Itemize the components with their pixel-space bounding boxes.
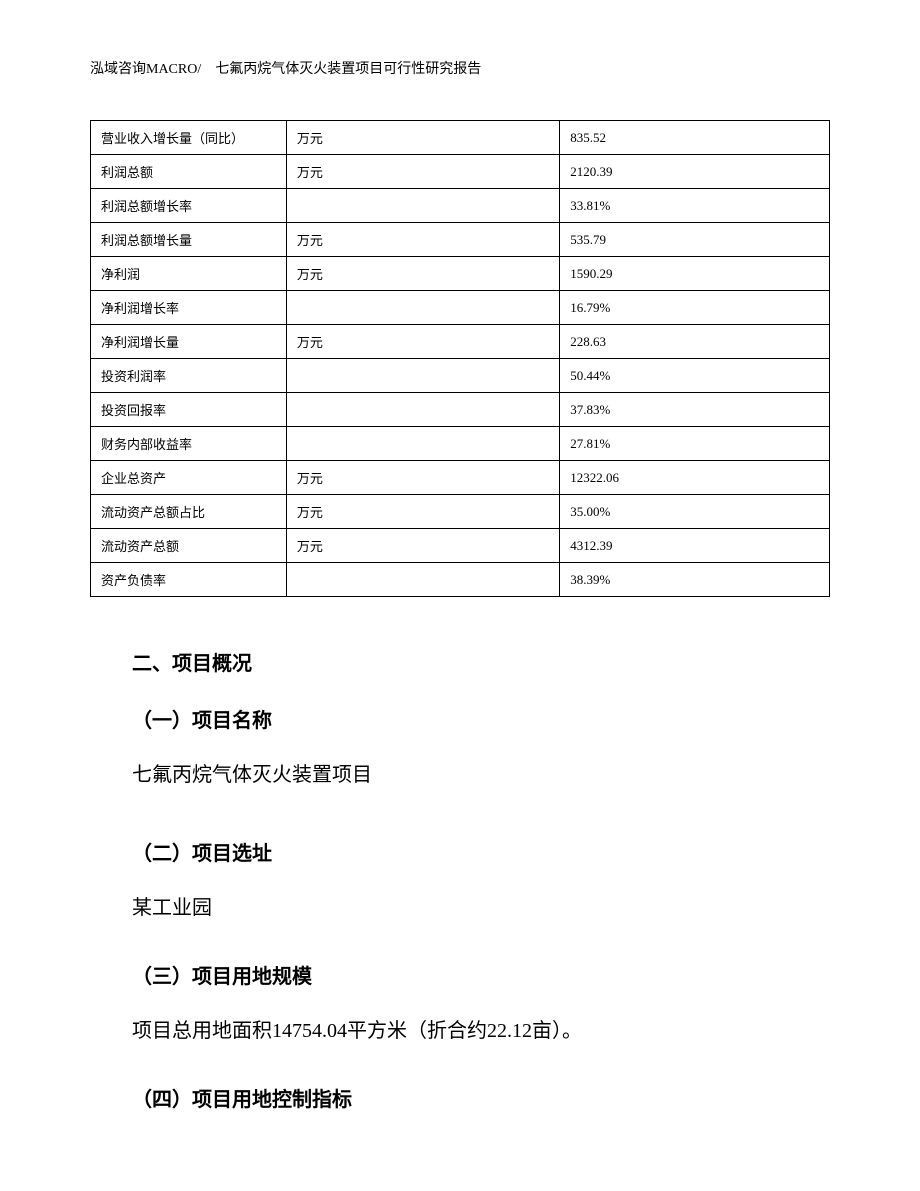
cell-value: 835.52 (560, 121, 830, 155)
section-4-heading: （四）项目用地控制指标 (132, 1083, 810, 1112)
cell-label: 利润总额增长量 (91, 223, 287, 257)
cell-label: 流动资产总额 (91, 529, 287, 563)
cell-unit: 万元 (286, 223, 559, 257)
cell-value: 12322.06 (560, 461, 830, 495)
cell-value: 535.79 (560, 223, 830, 257)
table-row: 资产负债率 38.39% (91, 563, 830, 597)
table-row: 流动资产总额万元4312.39 (91, 529, 830, 563)
table-row: 利润总额增长量万元535.79 (91, 223, 830, 257)
cell-unit: 万元 (286, 121, 559, 155)
cell-value: 38.39% (560, 563, 830, 597)
cell-value: 228.63 (560, 325, 830, 359)
table-row: 净利润增长量万元228.63 (91, 325, 830, 359)
cell-label: 企业总资产 (91, 461, 287, 495)
cell-label: 投资利润率 (91, 359, 287, 393)
cell-unit: 万元 (286, 529, 559, 563)
section-2-heading: （二）项目选址 (132, 837, 810, 866)
section-main-heading: 二、项目概况 (132, 647, 810, 676)
cell-label: 流动资产总额占比 (91, 495, 287, 529)
financial-table: 营业收入增长量（同比）万元835.52利润总额万元2120.39利润总额增长率3… (90, 120, 830, 597)
table-row: 投资回报率 37.83% (91, 393, 830, 427)
table-row: 净利润增长率 16.79% (91, 291, 830, 325)
header-org: 泓域咨询MACRO/ (90, 62, 201, 77)
section-3-body: 项目总用地面积14754.04平方米（折合约22.12亩）。 (132, 1013, 810, 1049)
table-row: 企业总资产万元12322.06 (91, 461, 830, 495)
cell-value: 50.44% (560, 359, 830, 393)
table-row: 财务内部收益率 27.81% (91, 427, 830, 461)
cell-label: 利润总额 (91, 155, 287, 189)
cell-unit: 万元 (286, 495, 559, 529)
table-row: 流动资产总额占比万元35.00% (91, 495, 830, 529)
cell-value: 37.83% (560, 393, 830, 427)
cell-label: 利润总额增长率 (91, 189, 287, 223)
table-row: 利润总额万元2120.39 (91, 155, 830, 189)
section-1-body: 七氟丙烷气体灭火装置项目 (132, 757, 810, 793)
cell-value: 1590.29 (560, 257, 830, 291)
table-row: 营业收入增长量（同比）万元835.52 (91, 121, 830, 155)
header-title: 七氟丙烷气体灭火装置项目可行性研究报告 (215, 62, 481, 77)
cell-label: 投资回报率 (91, 393, 287, 427)
cell-unit: 万元 (286, 155, 559, 189)
cell-value: 27.81% (560, 427, 830, 461)
table-row: 净利润万元1590.29 (91, 257, 830, 291)
cell-value: 4312.39 (560, 529, 830, 563)
section-3-heading: （三）项目用地规模 (132, 960, 810, 989)
cell-unit: 万元 (286, 325, 559, 359)
cell-unit (286, 359, 559, 393)
cell-value: 35.00% (560, 495, 830, 529)
cell-unit (286, 393, 559, 427)
section-1-heading: （一）项目名称 (132, 704, 810, 733)
content-body: 二、项目概况 （一）项目名称 七氟丙烷气体灭火装置项目 （二）项目选址 某工业园… (90, 647, 830, 1112)
table-body: 营业收入增长量（同比）万元835.52利润总额万元2120.39利润总额增长率3… (91, 121, 830, 597)
cell-unit (286, 189, 559, 223)
cell-value: 16.79% (560, 291, 830, 325)
section-2-body: 某工业园 (132, 890, 810, 926)
cell-label: 财务内部收益率 (91, 427, 287, 461)
page-header: 泓域咨询MACRO/ 七氟丙烷气体灭火装置项目可行性研究报告 (90, 58, 830, 78)
cell-unit: 万元 (286, 257, 559, 291)
cell-label: 净利润增长率 (91, 291, 287, 325)
cell-unit (286, 563, 559, 597)
cell-label: 净利润增长量 (91, 325, 287, 359)
cell-unit (286, 427, 559, 461)
cell-unit (286, 291, 559, 325)
cell-unit: 万元 (286, 461, 559, 495)
table-row: 利润总额增长率 33.81% (91, 189, 830, 223)
cell-label: 营业收入增长量（同比） (91, 121, 287, 155)
cell-value: 2120.39 (560, 155, 830, 189)
cell-label: 资产负债率 (91, 563, 287, 597)
cell-value: 33.81% (560, 189, 830, 223)
table-row: 投资利润率 50.44% (91, 359, 830, 393)
cell-label: 净利润 (91, 257, 287, 291)
